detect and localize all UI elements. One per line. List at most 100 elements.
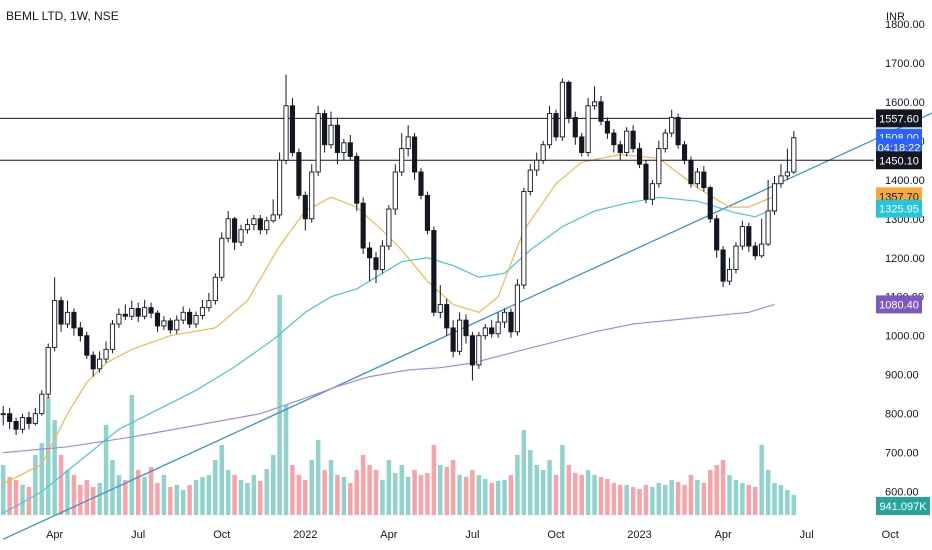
volume-bar bbox=[483, 479, 488, 515]
volume-bar bbox=[425, 473, 430, 515]
candle-body-down bbox=[424, 194, 431, 231]
candle-body-up bbox=[386, 208, 392, 247]
volume-bar bbox=[264, 469, 269, 515]
candle-body-up bbox=[270, 214, 276, 222]
volume-bar bbox=[213, 460, 218, 515]
candle-body-up bbox=[116, 313, 122, 325]
candle-body-down bbox=[13, 421, 19, 430]
volume-bar bbox=[656, 483, 662, 515]
price-badge-label: 1450.10 bbox=[879, 155, 919, 167]
volume-badge bbox=[876, 497, 930, 515]
candle-body-down bbox=[572, 116, 578, 138]
candle-body-down bbox=[714, 218, 720, 251]
price-badge bbox=[876, 295, 922, 314]
volume-bar bbox=[200, 477, 205, 515]
volume-bar bbox=[624, 485, 629, 515]
volume-bar bbox=[759, 445, 764, 515]
candle-body-up bbox=[765, 210, 771, 245]
volume-bar bbox=[438, 465, 443, 515]
volume-bar bbox=[110, 460, 115, 515]
volume-bar bbox=[528, 450, 533, 515]
price-badge bbox=[876, 151, 922, 170]
candle-body-down bbox=[746, 226, 752, 247]
candle-body-up bbox=[791, 137, 797, 173]
volume-badge-label: 941.097K bbox=[879, 501, 927, 513]
price-badge bbox=[876, 109, 922, 128]
candle-body-down bbox=[90, 354, 96, 370]
volume-bar bbox=[785, 490, 790, 515]
volume-bar bbox=[573, 473, 578, 515]
x-tick-label: 2022 bbox=[293, 529, 317, 541]
candle-body-up bbox=[0, 413, 6, 416]
volume-bar bbox=[701, 483, 707, 515]
volume-bar bbox=[90, 487, 96, 515]
volume-bar bbox=[618, 485, 623, 515]
volume-bar bbox=[695, 480, 700, 515]
candle-body-up bbox=[656, 148, 662, 185]
volume-bar bbox=[58, 455, 64, 515]
volume-bar bbox=[393, 473, 398, 515]
candle-body-down bbox=[701, 171, 707, 189]
candle-body-up bbox=[540, 144, 546, 161]
volume-bar bbox=[348, 483, 353, 515]
volume-bar bbox=[592, 475, 597, 515]
volume-bar bbox=[26, 487, 32, 515]
candle-body-up bbox=[669, 116, 675, 134]
volume-bar bbox=[669, 480, 674, 515]
volume-bar bbox=[78, 485, 83, 515]
volume-bar bbox=[328, 460, 334, 515]
candle-body-down bbox=[373, 257, 379, 270]
volume-bar bbox=[495, 481, 501, 515]
volume-bar bbox=[225, 470, 231, 515]
volume-bar bbox=[752, 487, 758, 515]
volume-bar bbox=[45, 397, 51, 515]
volume-bar bbox=[637, 489, 642, 515]
volume-bar bbox=[727, 475, 732, 515]
y-tick-label: 700.00 bbox=[885, 448, 919, 460]
volume-bar bbox=[206, 475, 212, 515]
candle-body-down bbox=[354, 155, 360, 204]
volume-bar bbox=[772, 483, 777, 515]
volume-bar bbox=[540, 470, 546, 515]
volume-bar bbox=[71, 475, 77, 515]
x-tick-label: Oct bbox=[213, 529, 230, 541]
volume-bar bbox=[733, 480, 739, 515]
candle-body-up bbox=[476, 335, 482, 366]
volume-bar bbox=[20, 485, 25, 515]
volume-bar bbox=[553, 475, 559, 515]
y-tick-label: 1200.00 bbox=[885, 253, 925, 265]
candle-body-up bbox=[546, 113, 553, 146]
candle-body-down bbox=[431, 230, 437, 313]
candle-body-up bbox=[180, 311, 186, 321]
candle-body-down bbox=[675, 116, 681, 146]
volume-bar bbox=[97, 483, 102, 515]
volume-bar bbox=[470, 470, 475, 515]
volume-bar bbox=[142, 477, 147, 515]
y-tick-label: 1600.00 bbox=[885, 97, 925, 109]
candle-body-down bbox=[611, 132, 617, 146]
candle-body-down bbox=[84, 335, 90, 356]
volume-bar bbox=[52, 420, 57, 515]
y-tick-label: 900.00 bbox=[885, 370, 919, 382]
volume-bar bbox=[463, 477, 469, 515]
candle-body-up bbox=[399, 148, 405, 173]
volume-bar bbox=[605, 479, 610, 515]
chart-title: BEML LTD, 1W, NSE bbox=[6, 9, 119, 23]
candle-body-up bbox=[726, 268, 733, 282]
volume-bar bbox=[521, 430, 527, 515]
volume-bar bbox=[129, 395, 135, 515]
volume-bar bbox=[412, 470, 417, 515]
volume-bar bbox=[7, 477, 12, 515]
candle-body-down bbox=[579, 136, 585, 153]
candle-body-up bbox=[193, 314, 199, 325]
volume-bar bbox=[245, 483, 250, 515]
candle-body-down bbox=[26, 417, 32, 424]
candle-body-down bbox=[636, 148, 643, 165]
volume-bar bbox=[123, 480, 128, 515]
volume-bar bbox=[431, 445, 437, 515]
candle-body-down bbox=[681, 144, 688, 161]
candle-body-up bbox=[52, 300, 58, 348]
volume-bar bbox=[566, 465, 572, 515]
